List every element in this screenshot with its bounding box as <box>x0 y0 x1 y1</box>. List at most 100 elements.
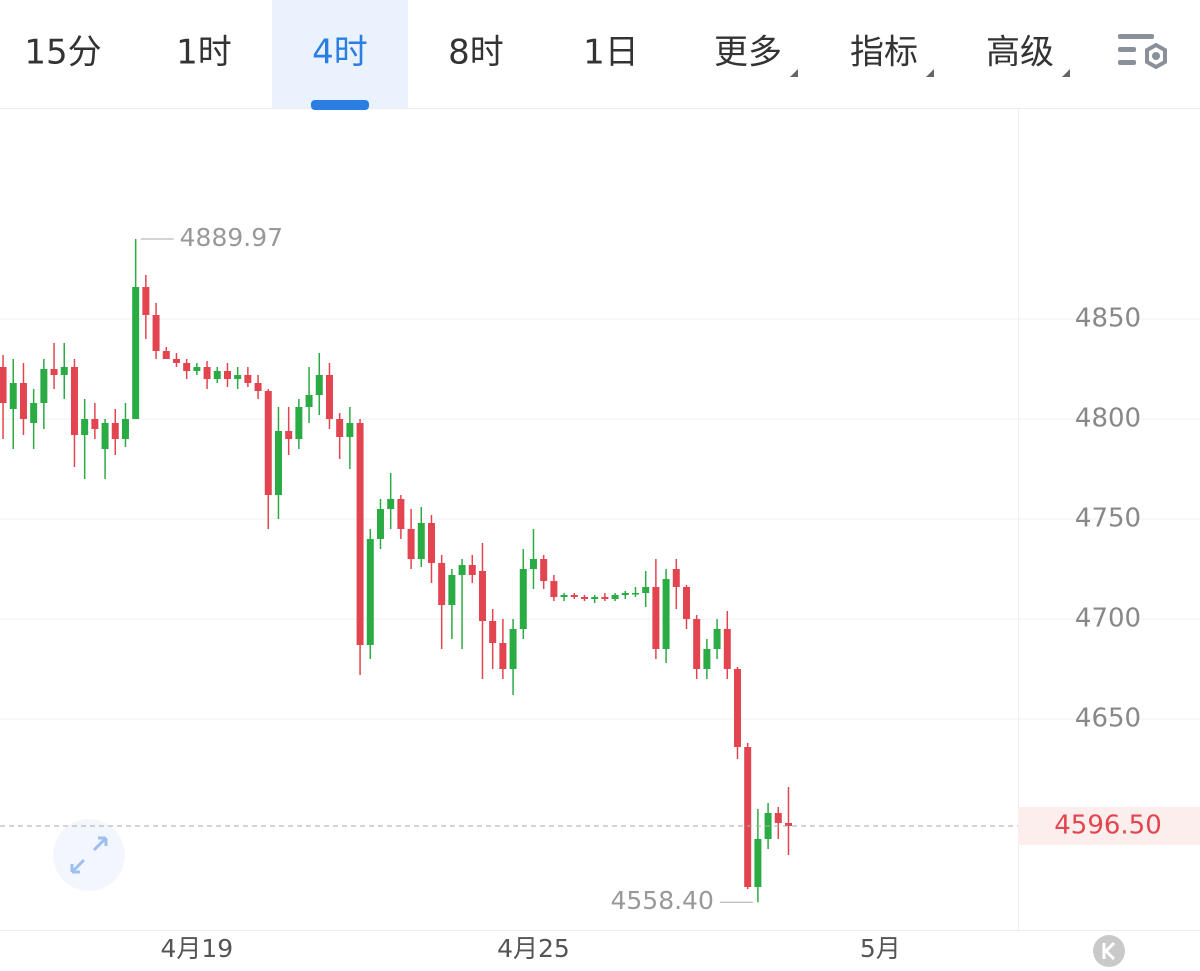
candle-body <box>60 367 68 375</box>
candle-body <box>325 375 333 419</box>
candle-body <box>733 669 741 747</box>
candle-body <box>132 287 140 419</box>
candle-body <box>723 629 731 669</box>
settings-icon[interactable] <box>1118 34 1167 70</box>
candle-body <box>91 419 99 429</box>
candle-body <box>570 595 578 597</box>
candle-body <box>244 375 252 383</box>
candle-body <box>591 597 599 599</box>
candle-body <box>203 367 211 379</box>
candle-body <box>407 529 415 559</box>
dropdown-triangle <box>790 69 798 77</box>
candle-body <box>9 383 17 409</box>
candle-body <box>560 595 568 597</box>
tab[interactable]: 4时 <box>312 33 368 73</box>
candle-body <box>417 523 425 559</box>
candle-body <box>478 571 486 621</box>
candle-body <box>397 499 405 529</box>
candle-body <box>336 419 344 437</box>
tab[interactable]: 指标 <box>850 33 918 73</box>
expand-button[interactable] <box>53 819 125 891</box>
k-button[interactable] <box>1093 935 1125 967</box>
y-tick-label: 4750 <box>1075 504 1141 534</box>
candle-body <box>193 367 201 371</box>
candle-body <box>652 587 660 649</box>
candle-body <box>101 423 109 449</box>
candle-body <box>438 563 446 605</box>
candle-body <box>0 367 7 403</box>
dropdown-triangle <box>926 69 934 77</box>
candle-body <box>540 559 548 581</box>
tab[interactable]: 更多 <box>714 33 782 73</box>
candle-body <box>662 579 670 649</box>
candle-body <box>254 383 262 391</box>
tab[interactable]: 高级 <box>986 33 1054 73</box>
candle-body <box>295 407 303 439</box>
candle-body <box>387 499 395 509</box>
last-price-label: 4596.50 <box>1054 811 1162 841</box>
candle-body <box>468 565 476 575</box>
dropdown-triangle <box>1062 69 1070 77</box>
candle-body <box>285 431 293 439</box>
candle-body <box>550 581 558 597</box>
tab[interactable]: 15分 <box>24 33 101 73</box>
candle-body <box>489 621 497 643</box>
y-tick-label: 4700 <box>1075 604 1141 634</box>
candle-body <box>682 587 690 619</box>
candle-body <box>754 839 762 887</box>
active-tab-indicator <box>311 100 369 110</box>
candle-body <box>784 823 792 826</box>
candle-body <box>70 367 78 435</box>
y-tick-label: 4650 <box>1075 704 1141 734</box>
candle-body <box>183 363 191 371</box>
candle-body <box>315 375 323 395</box>
tab[interactable]: 8时 <box>448 33 504 73</box>
candle-body <box>427 523 435 563</box>
candle-body <box>611 595 619 599</box>
candle-body <box>50 369 58 375</box>
candle-body <box>19 383 27 419</box>
candle-body <box>274 431 282 495</box>
candle-body <box>121 419 129 439</box>
candle-body <box>713 629 721 649</box>
x-tick-label: 4月19 <box>161 934 234 963</box>
max-label: 4889.97 <box>180 223 283 252</box>
candle-body <box>30 403 38 423</box>
candle-body <box>213 371 221 379</box>
x-tick-label: 5月 <box>860 934 901 963</box>
y-tick-label: 4800 <box>1075 404 1141 434</box>
min-label: 4558.40 <box>610 886 713 915</box>
candle-body <box>631 593 639 595</box>
candle-body <box>305 395 313 407</box>
candle-body <box>162 351 170 359</box>
candle-body <box>152 315 160 351</box>
candle-body <box>356 423 364 645</box>
candle-body <box>448 575 456 605</box>
candle-body <box>458 565 466 575</box>
candle-body <box>40 369 48 403</box>
active-tab-bg <box>272 0 408 108</box>
candle-body <box>264 391 272 495</box>
candle-body <box>703 649 711 669</box>
candle-body <box>642 587 650 593</box>
candle-body <box>223 371 231 379</box>
candle-body <box>366 539 374 645</box>
candle-body <box>693 619 701 669</box>
y-tick-label: 4850 <box>1075 304 1141 334</box>
last-price-box <box>1018 807 1200 845</box>
candle-body <box>672 569 680 587</box>
candle-body <box>142 287 150 315</box>
tab[interactable]: 1时 <box>176 33 232 73</box>
candle-body <box>744 747 752 887</box>
candle-body <box>346 423 354 437</box>
candle-body <box>172 359 180 363</box>
candle-body <box>580 597 588 599</box>
tab[interactable]: 1日 <box>583 33 639 73</box>
candle-body <box>111 423 119 439</box>
candle-body <box>774 813 782 823</box>
candle-body <box>601 597 609 599</box>
candle-body <box>509 629 517 669</box>
candle-body <box>376 509 384 539</box>
